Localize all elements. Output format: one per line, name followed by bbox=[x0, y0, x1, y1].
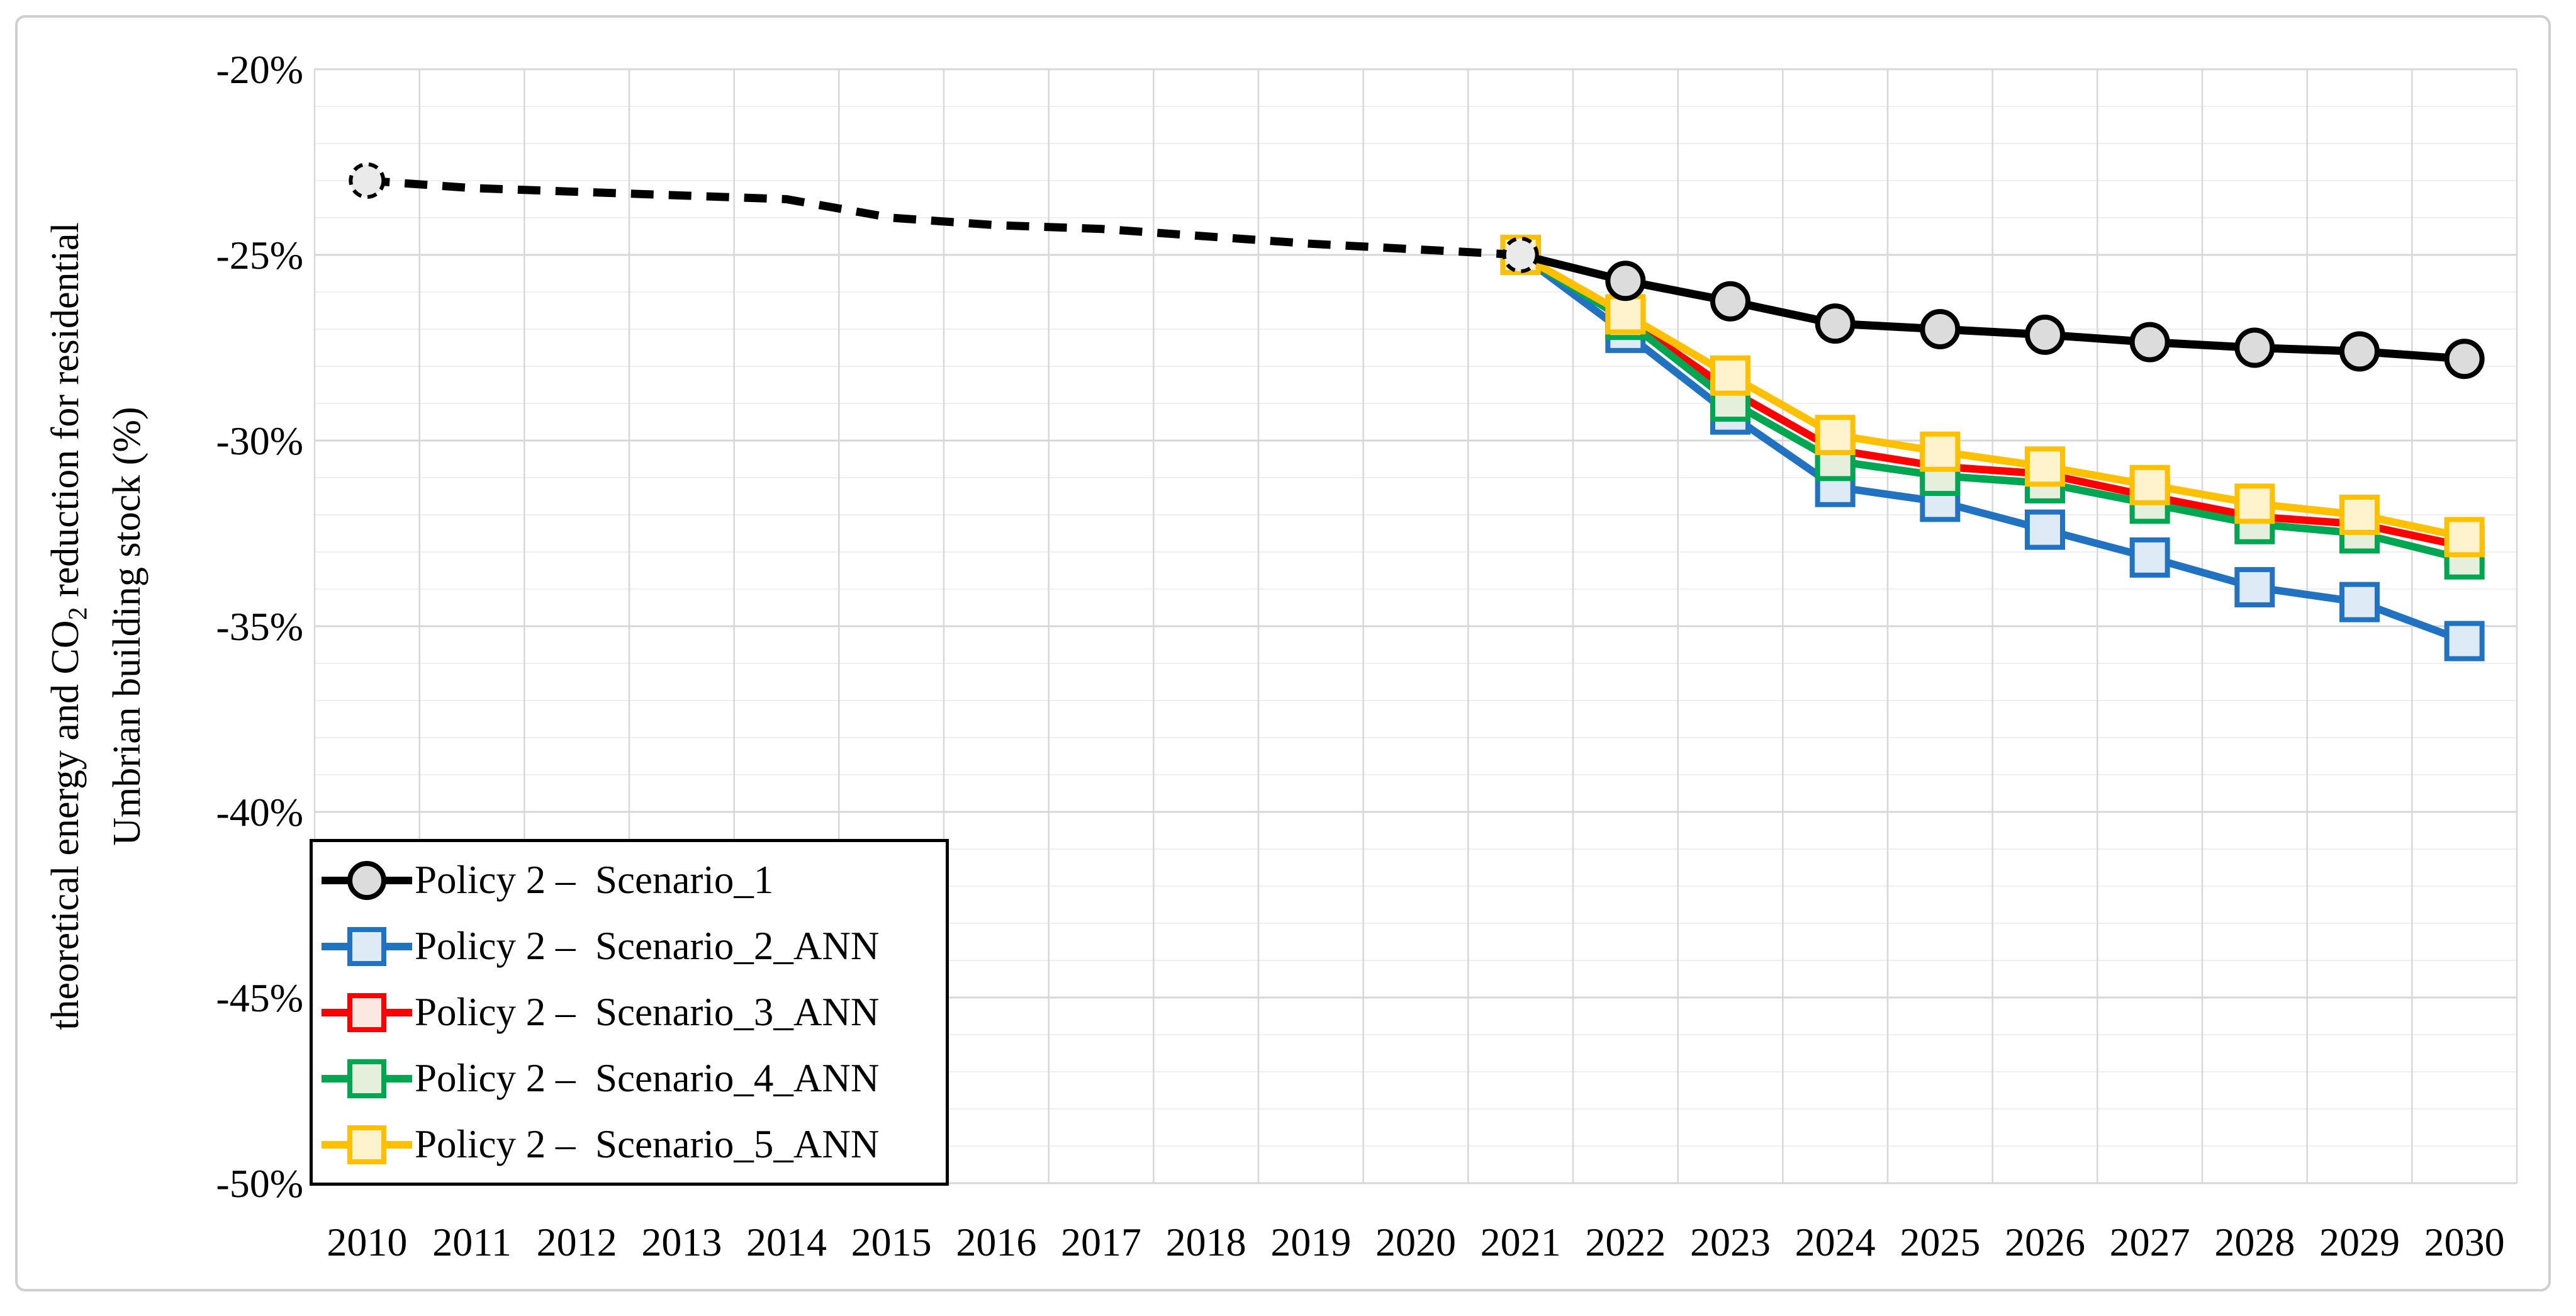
y-axis-title-line2: Umbrian building stock (%) bbox=[106, 407, 149, 846]
legend-swatch-scenario-5-icon bbox=[322, 1125, 412, 1164]
data-point-marker bbox=[1710, 281, 1750, 322]
series-line bbox=[1518, 251, 2466, 563]
x-axis-tick-labels: 2010 2011 2012 2013 2014 2015 2016 2017 2018 2019… bbox=[327, 1220, 2504, 1264]
legend-label: Policy 2 – Scenario_2_ANN bbox=[415, 924, 880, 968]
data-point-marker bbox=[2129, 464, 2170, 505]
legend-label: Policy 2 – Scenario_4_ANN bbox=[415, 1056, 880, 1100]
x-tick-label: 2029 bbox=[2319, 1220, 2400, 1264]
y-tick-label: -50% bbox=[216, 1161, 303, 1206]
data-point-marker bbox=[2234, 327, 2275, 368]
series-line bbox=[1520, 250, 2465, 363]
x-tick-label: 2010 bbox=[327, 1220, 407, 1264]
x-tick-label: 2014 bbox=[746, 1220, 827, 1264]
legend-swatch-scenario-1-icon bbox=[322, 860, 412, 900]
x-tick-label: 2018 bbox=[1166, 1220, 1246, 1264]
legend-label: Policy 2 – Scenario_1 bbox=[415, 858, 774, 902]
series-line bbox=[1518, 251, 2465, 551]
x-tick-label: 2016 bbox=[956, 1220, 1036, 1264]
x-tick-label: 2030 bbox=[2424, 1220, 2505, 1264]
legend-item-scenario-5: Policy 2 – Scenario_5_ANN bbox=[313, 1115, 946, 1175]
data-point-marker bbox=[2129, 537, 2170, 578]
data-point-marker bbox=[2025, 446, 2065, 487]
legend: Policy 2 – Scenario_1 Policy 2 – Scenari… bbox=[310, 839, 949, 1186]
legend-item-scenario-4: Policy 2 – Scenario_4_ANN bbox=[313, 1049, 946, 1109]
data-point-marker bbox=[2444, 339, 2485, 380]
data-point-marker bbox=[2339, 331, 2380, 372]
data-point-marker bbox=[2339, 495, 2380, 535]
series-line bbox=[1518, 252, 2466, 645]
data-point-marker bbox=[1815, 415, 1856, 456]
y-tick-label: -20% bbox=[216, 47, 303, 92]
data-point-marker bbox=[2444, 517, 2485, 558]
data-point-marker bbox=[1605, 294, 1646, 335]
legend-swatch-scenario-4-icon bbox=[322, 1059, 412, 1098]
data-point-marker bbox=[2025, 314, 2065, 355]
data-point-marker bbox=[2129, 322, 2170, 363]
series-5 bbox=[1500, 235, 2485, 558]
x-tick-label: 2028 bbox=[2214, 1220, 2295, 1264]
y-axis-title: theoretical energy and CO2 reduction for… bbox=[41, 9, 148, 1243]
x-tick-label: 2027 bbox=[2110, 1220, 2190, 1264]
legend-item-scenario-1: Policy 2 – Scenario_1 bbox=[313, 850, 946, 911]
series-line-dashed bbox=[366, 176, 1521, 259]
data-point-marker bbox=[1605, 261, 1646, 301]
data-point-marker bbox=[1920, 431, 1961, 472]
x-tick-label: 2017 bbox=[1061, 1220, 1141, 1264]
x-tick-label: 2015 bbox=[851, 1220, 932, 1264]
x-tick-label: 2025 bbox=[1900, 1220, 1980, 1264]
y-tick-label: -30% bbox=[216, 419, 303, 463]
x-tick-label: 2012 bbox=[537, 1220, 617, 1264]
legend-item-scenario-3: Policy 2 – Scenario_3_ANN bbox=[313, 982, 946, 1043]
series-line bbox=[1518, 251, 2465, 541]
data-point-marker bbox=[2234, 567, 2275, 608]
data-point-marker bbox=[1502, 237, 1539, 273]
x-tick-label: 2020 bbox=[1375, 1220, 1456, 1264]
legend-label: Policy 2 – Scenario_3_ANN bbox=[415, 990, 880, 1034]
data-point-marker bbox=[1920, 309, 1961, 349]
data-point-marker bbox=[2339, 582, 2380, 622]
legend-swatch-scenario-2-icon bbox=[322, 926, 412, 966]
y-tick-label: -25% bbox=[216, 233, 303, 278]
x-tick-label: 2021 bbox=[1481, 1220, 1561, 1264]
x-tick-label: 2013 bbox=[641, 1220, 722, 1264]
legend-item-scenario-2: Policy 2 – Scenario_2_ANN bbox=[313, 916, 946, 977]
y-tick-label: -35% bbox=[216, 604, 303, 649]
x-tick-label: 2022 bbox=[1585, 1220, 1666, 1264]
y-tick-label: -40% bbox=[216, 790, 303, 835]
x-tick-label: 2026 bbox=[2005, 1220, 2085, 1264]
data-point-marker bbox=[2234, 483, 2275, 524]
y-tick-label: -45% bbox=[216, 976, 303, 1020]
y-axis-tick-labels: -20% -25% -30% -35% -40% -45% -50% bbox=[216, 47, 303, 1206]
series-1 bbox=[349, 162, 2485, 380]
y-axis-title-line1: theoretical energy and CO2 reduction for… bbox=[44, 222, 93, 1030]
x-tick-label: 2011 bbox=[432, 1220, 512, 1264]
data-point-marker bbox=[2025, 509, 2065, 550]
data-point-marker bbox=[1815, 303, 1856, 344]
x-tick-label: 2019 bbox=[1270, 1220, 1351, 1264]
legend-label: Policy 2 – Scenario_5_ANN bbox=[415, 1122, 880, 1166]
data-point-marker bbox=[1710, 355, 1750, 396]
x-tick-label: 2024 bbox=[1795, 1220, 1876, 1264]
legend-swatch-scenario-3-icon bbox=[322, 993, 412, 1032]
x-tick-label: 2023 bbox=[1690, 1220, 1771, 1264]
data-point-marker bbox=[2444, 621, 2485, 661]
data-point-marker bbox=[349, 162, 386, 199]
figure-border bbox=[15, 15, 2551, 1291]
